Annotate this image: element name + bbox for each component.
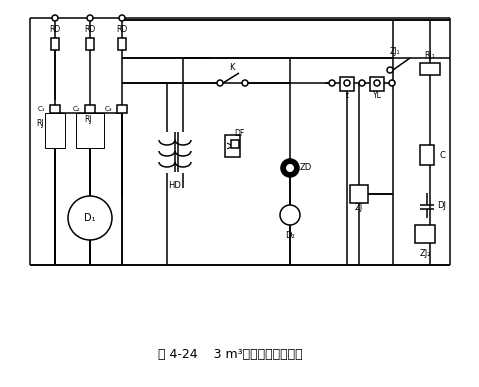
- Text: RD: RD: [84, 26, 96, 34]
- Bar: [420, 63, 440, 75]
- Circle shape: [217, 80, 223, 86]
- Text: ZJ₁: ZJ₁: [390, 48, 400, 57]
- Circle shape: [281, 159, 299, 177]
- Bar: [415, 225, 435, 243]
- Text: C₁: C₁: [37, 106, 45, 112]
- Circle shape: [87, 15, 93, 21]
- Text: RD: RD: [49, 26, 61, 34]
- Bar: [340, 77, 354, 91]
- Text: C₂: C₂: [72, 106, 80, 112]
- Text: RD: RD: [116, 26, 127, 34]
- Text: YL: YL: [373, 91, 381, 99]
- Circle shape: [68, 196, 112, 240]
- Text: ZD: ZD: [300, 163, 312, 173]
- Bar: [370, 77, 384, 91]
- Bar: [86, 38, 94, 50]
- Circle shape: [119, 15, 125, 21]
- Bar: [117, 105, 127, 113]
- Text: ZJ₂: ZJ₂: [419, 248, 431, 257]
- Text: D₂: D₂: [285, 231, 295, 240]
- Bar: [45, 113, 65, 148]
- Circle shape: [52, 15, 58, 21]
- Circle shape: [242, 80, 248, 86]
- Bar: [231, 140, 239, 148]
- Text: RJ: RJ: [84, 115, 92, 123]
- Bar: [85, 105, 95, 113]
- Bar: [420, 145, 434, 165]
- Text: C: C: [439, 151, 445, 159]
- Text: C₃: C₃: [104, 106, 112, 112]
- Bar: [225, 135, 240, 157]
- Text: RJ₁: RJ₁: [425, 51, 435, 60]
- Circle shape: [387, 67, 393, 73]
- Bar: [350, 185, 368, 203]
- Text: D₁: D₁: [84, 213, 96, 223]
- Text: 图 4-24    3 m³冷藏箱电气原理图: 图 4-24 3 m³冷藏箱电气原理图: [158, 349, 302, 361]
- Circle shape: [280, 205, 300, 225]
- Bar: [118, 38, 126, 50]
- Text: DJ: DJ: [437, 202, 446, 211]
- Text: t: t: [345, 91, 349, 99]
- Text: HD: HD: [169, 180, 182, 190]
- Text: K: K: [229, 63, 235, 72]
- Circle shape: [374, 80, 380, 86]
- Circle shape: [344, 80, 350, 86]
- Bar: [50, 105, 60, 113]
- Text: DF: DF: [234, 128, 244, 137]
- Text: ZJ: ZJ: [355, 202, 363, 212]
- Circle shape: [286, 164, 294, 172]
- Text: RJ: RJ: [36, 118, 44, 127]
- Bar: [51, 38, 59, 50]
- Circle shape: [389, 80, 395, 86]
- Circle shape: [359, 80, 365, 86]
- Bar: [76, 113, 104, 148]
- Circle shape: [329, 80, 335, 86]
